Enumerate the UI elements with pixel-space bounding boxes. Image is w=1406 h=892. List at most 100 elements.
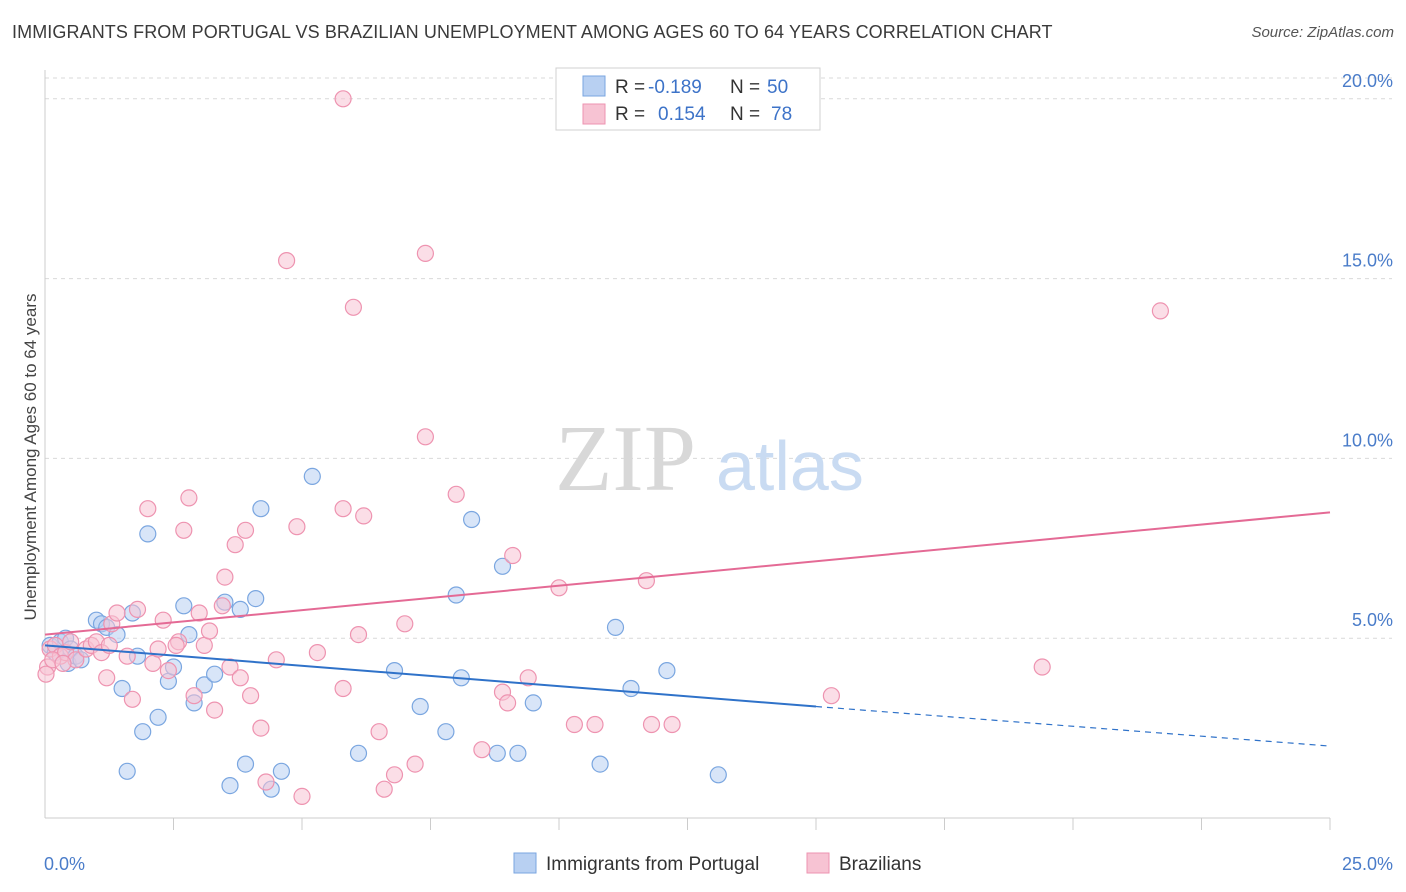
brazilians-point — [416, 428, 434, 446]
portugal-point — [488, 744, 506, 762]
brazilians-point — [586, 715, 604, 734]
portugal-point — [437, 723, 455, 741]
brazilians-point — [504, 546, 522, 565]
brazilians-point — [406, 755, 424, 773]
brazilians-point — [175, 521, 193, 539]
brazilians-point — [221, 658, 239, 676]
brazilians-point — [344, 298, 362, 316]
brazilians-point — [293, 787, 311, 806]
brazilians-point — [642, 715, 661, 734]
brazilians-point — [62, 633, 80, 651]
gridlines — [45, 77, 1392, 639]
portugal-point — [236, 755, 255, 773]
legend-r-value-1: -0.189 — [648, 77, 702, 98]
brazilians-point — [216, 568, 234, 586]
brazilians-point — [1033, 658, 1051, 676]
brazilians-point — [550, 579, 568, 597]
portugal-trend-extension — [815, 705, 1331, 747]
portugal-point — [622, 679, 640, 698]
brazilians-point — [154, 611, 172, 629]
portugal-point — [385, 661, 404, 680]
brazilians-point — [108, 604, 126, 622]
brazilians-point — [123, 690, 141, 708]
portugal-point — [303, 467, 321, 485]
brazilians-point — [447, 485, 465, 503]
brazilians-point — [334, 679, 352, 698]
portugal-point — [252, 500, 270, 518]
y-tick-label: 5.0% — [1352, 610, 1393, 630]
x-tick-label: 0.0% — [44, 854, 85, 874]
portugal-point — [509, 744, 527, 762]
brazilians-point — [1151, 302, 1170, 320]
legend-swatch-pink — [582, 103, 606, 125]
data-points — [37, 90, 1170, 806]
legend-n-label-2: N = — [730, 104, 760, 125]
brazilians-point — [473, 741, 491, 759]
brazilians-point — [98, 669, 116, 687]
portugal-point — [411, 697, 429, 716]
brazilians-point — [637, 572, 656, 590]
portugal-trend-line — [44, 644, 817, 708]
brazilians-point — [308, 643, 326, 662]
brazilians-point — [128, 600, 147, 619]
brazilians-point — [213, 597, 231, 615]
legend-n-label-1: N = — [730, 77, 760, 98]
brazilians-point — [278, 252, 296, 270]
portugal-point — [221, 776, 239, 795]
brazilians-point — [257, 773, 275, 791]
portugal-point — [113, 679, 131, 698]
bottom-legend-swatch-blue — [513, 852, 537, 874]
x-tick-labels: 0.0% 25.0% — [44, 854, 1393, 874]
portugal-point — [709, 766, 727, 784]
brazilians-point — [190, 604, 208, 622]
portugal-point — [272, 762, 290, 780]
portugal-point — [134, 723, 152, 741]
brazilians-point — [349, 625, 368, 644]
portugal-point — [175, 597, 193, 615]
legend-r-value-2: 0.154 — [658, 104, 706, 125]
y-tick-label: 20.0% — [1342, 71, 1393, 91]
portugal-point — [591, 755, 609, 773]
y-tick-labels: 5.0% 10.0% 15.0% 20.0% — [1342, 71, 1393, 630]
chart-title: IMMIGRANTS FROM PORTUGAL VS BRAZILIAN UN… — [12, 22, 1053, 42]
bottom-legend-label-brazilians: Brazilians — [839, 854, 921, 875]
portugal-point — [231, 600, 249, 619]
brazilians-point — [355, 507, 373, 525]
portugal-point — [606, 618, 625, 637]
y-axis-label: Unemployment Among Ages 60 to 64 years — [21, 294, 40, 621]
watermark-atlas: atlas — [716, 427, 864, 505]
brazilians-point — [565, 715, 584, 734]
brazilians-point — [267, 651, 285, 669]
brazilians-point — [236, 521, 255, 539]
brazilians-point — [252, 719, 270, 737]
watermark: ZIP atlas — [555, 407, 864, 511]
portugal-point — [658, 661, 676, 680]
brazilians-point — [822, 687, 841, 705]
brazilians-point — [416, 244, 434, 262]
legend-swatch-blue — [582, 75, 606, 97]
portugal-point — [118, 762, 136, 780]
brazilians-point — [334, 90, 352, 108]
legend-n-value-1: 50 — [767, 77, 788, 98]
brazilians-point — [139, 500, 157, 518]
portugal-point — [149, 708, 167, 726]
brazilians-point — [499, 694, 517, 712]
legend-r-label-1: R = — [615, 77, 645, 98]
brazilians-point — [375, 780, 393, 798]
axes — [44, 70, 1331, 830]
brazilians-point — [185, 687, 203, 705]
brazilians-point — [396, 615, 414, 633]
portugal-point — [524, 694, 542, 712]
brazilians-point — [200, 622, 219, 640]
brazilians-point — [149, 640, 167, 658]
brazilians-point — [54, 654, 72, 673]
brazilians-point — [242, 687, 260, 705]
portugal-point — [493, 557, 512, 575]
brazilians-point — [334, 500, 352, 518]
x-tick-label: 25.0% — [1342, 854, 1393, 874]
brazilians-point — [226, 536, 244, 554]
brazilians-point — [231, 669, 249, 687]
legend: R = -0.189 N = 50 R = 0.154 N = 78 — [555, 67, 821, 131]
bottom-legend: Immigrants from Portugal Brazilians — [513, 852, 921, 875]
